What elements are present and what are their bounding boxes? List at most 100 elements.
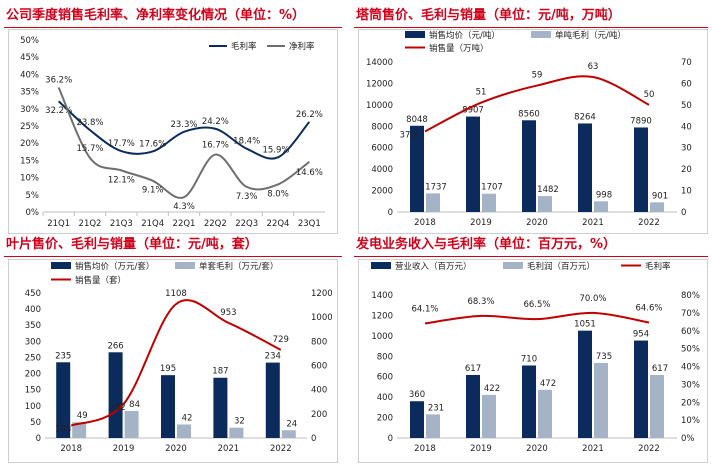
data-label: 64.6% xyxy=(635,304,662,314)
data-label: 1482 xyxy=(537,185,559,195)
y-tick-label: 45% xyxy=(20,53,39,63)
data-label: 14.6% xyxy=(296,168,323,178)
y-tick-label: 4000 xyxy=(371,165,393,175)
y2-tick-label: 30 xyxy=(681,144,692,154)
bar-2-series-2 xyxy=(482,193,496,212)
data-label: 9.1% xyxy=(142,186,164,196)
data-label: 103 xyxy=(55,425,71,435)
data-label: 234 xyxy=(265,352,281,362)
y-tick-label: 14000 xyxy=(366,58,393,68)
data-label: 49 xyxy=(77,411,88,421)
y2-tick-label: 200 xyxy=(311,410,327,420)
data-label: 1108 xyxy=(165,289,187,299)
bar-2-series-1 xyxy=(466,116,480,212)
bar-1-series-2 xyxy=(426,193,440,212)
series-line-1 xyxy=(57,100,311,160)
y-tick-label: 1200 xyxy=(371,311,393,321)
series-line-2 xyxy=(57,87,310,199)
data-label: 84 xyxy=(129,400,140,410)
panel-title-power: 发电业务收入与毛利率（单位：百万元，%） xyxy=(356,237,617,252)
data-label: 8264 xyxy=(574,112,596,122)
data-label: 235 xyxy=(55,351,71,361)
y-tick-label: 600 xyxy=(377,373,393,383)
legend-swatch-2 xyxy=(175,262,195,269)
x-tick-label: 23Q1 xyxy=(298,219,321,229)
x-tick-label: 21Q3 xyxy=(110,219,133,229)
data-label: 15.9% xyxy=(262,145,289,155)
legend-label: 营业收入（百万元） xyxy=(395,261,472,272)
bar-5-series-2 xyxy=(650,202,664,212)
x-tick-label: 2019 xyxy=(470,218,492,228)
y2-tick-label: 20% xyxy=(681,398,700,408)
x-tick-label: 2020 xyxy=(165,444,187,454)
bar-4-series-1 xyxy=(578,123,592,212)
panel-title-blade: 叶片售价、毛利与销量（单位：元/吨，套） xyxy=(6,237,258,252)
data-label: 16.7% xyxy=(202,141,229,151)
y-tick-label: 200 xyxy=(377,414,393,424)
bar-5-series-1 xyxy=(634,340,648,438)
legend-label: 销售量（套） xyxy=(75,275,126,286)
y-tick-label: 5% xyxy=(26,191,40,201)
chart-margins: 0% 5% 10% 15% 20% 25% 30% 35% 40% 45% 50% 21Q1 21Q2 2… xyxy=(8,29,338,234)
y2-tick-label: 1000 xyxy=(311,313,333,323)
y2-tick-label: 70 xyxy=(681,58,692,68)
data-label: 1707 xyxy=(481,183,503,193)
y-tick-label: 400 xyxy=(377,393,393,403)
bar-1-series-2 xyxy=(426,414,440,438)
y2-tick-label: 800 xyxy=(311,337,327,347)
y-tick-label: 30% xyxy=(20,105,39,115)
legend-swatch-2 xyxy=(503,262,523,269)
series-line-3 xyxy=(424,75,650,133)
legend-label: 单吨毛利（元/吨） xyxy=(555,30,626,41)
y-tick-label: 350 xyxy=(25,321,41,331)
bar-4-series-2 xyxy=(594,362,608,438)
series-line-3 xyxy=(424,311,650,325)
data-label: 23.3% xyxy=(170,120,197,130)
data-label: 66.5% xyxy=(523,300,550,310)
x-tick-label: 2020 xyxy=(526,444,548,454)
x-tick-label: 22Q1 xyxy=(173,219,196,229)
data-label: 195 xyxy=(160,364,176,374)
y-tick-label: 400 xyxy=(25,305,41,315)
bar-1-series-2 xyxy=(72,422,87,438)
y2-tick-label: 10% xyxy=(681,416,700,426)
data-label: 472 xyxy=(540,379,556,389)
legend-label: 毛利率 xyxy=(645,261,671,272)
legend-label: 毛利润（百万元） xyxy=(527,261,595,272)
x-tick-label: 2022 xyxy=(270,444,292,454)
y2-tick-label: 80% xyxy=(681,291,700,301)
bar-3-series-1 xyxy=(161,375,175,438)
y2-tick-label: 40 xyxy=(681,122,692,132)
x-tick-label: 2018 xyxy=(414,444,436,454)
bar-4-series-1 xyxy=(213,377,228,438)
y2-tick-label: 40% xyxy=(681,363,700,373)
x-tick-label: 2020 xyxy=(526,218,548,228)
legend-label: 单套毛利（万元/套） xyxy=(199,261,278,272)
y-tick-label: 100 xyxy=(25,402,41,412)
x-tick-label: 2021 xyxy=(218,444,240,454)
title-underline-bottom-left xyxy=(4,256,342,257)
legend-label: 销售量（万吨） xyxy=(429,43,489,54)
data-label: 64.1% xyxy=(411,304,438,314)
bar-5-series-1 xyxy=(265,362,280,438)
x-tick-label: 21Q2 xyxy=(79,219,102,229)
data-label: 18.4% xyxy=(233,137,260,147)
data-label: 954 xyxy=(633,330,649,340)
x-tick-label: 2021 xyxy=(582,444,604,454)
y-tick-label: 15% xyxy=(20,156,39,166)
x-tick-label: 2021 xyxy=(582,218,604,228)
x-tick-label: 2019 xyxy=(113,444,135,454)
y-tick-label: 6000 xyxy=(371,144,393,154)
y-tick-label: 25% xyxy=(20,122,39,132)
data-label: 8048 xyxy=(406,115,428,125)
data-label: 12.1% xyxy=(108,175,135,185)
x-tick-label: 2022 xyxy=(638,444,660,454)
y-tick-label: 12000 xyxy=(366,79,393,89)
bar-5-series-2 xyxy=(281,430,296,438)
y2-tick-label: 50 xyxy=(681,101,692,111)
data-label: 422 xyxy=(484,384,500,394)
chart-power-svg: 0 200 400 600 800 1000 1200 1400 0% 10% 20% 30% 40% 5… xyxy=(371,261,700,454)
data-label: 1737 xyxy=(425,182,447,192)
y2-tick-label: 0 xyxy=(311,434,316,444)
data-label: 8560 xyxy=(518,109,540,119)
